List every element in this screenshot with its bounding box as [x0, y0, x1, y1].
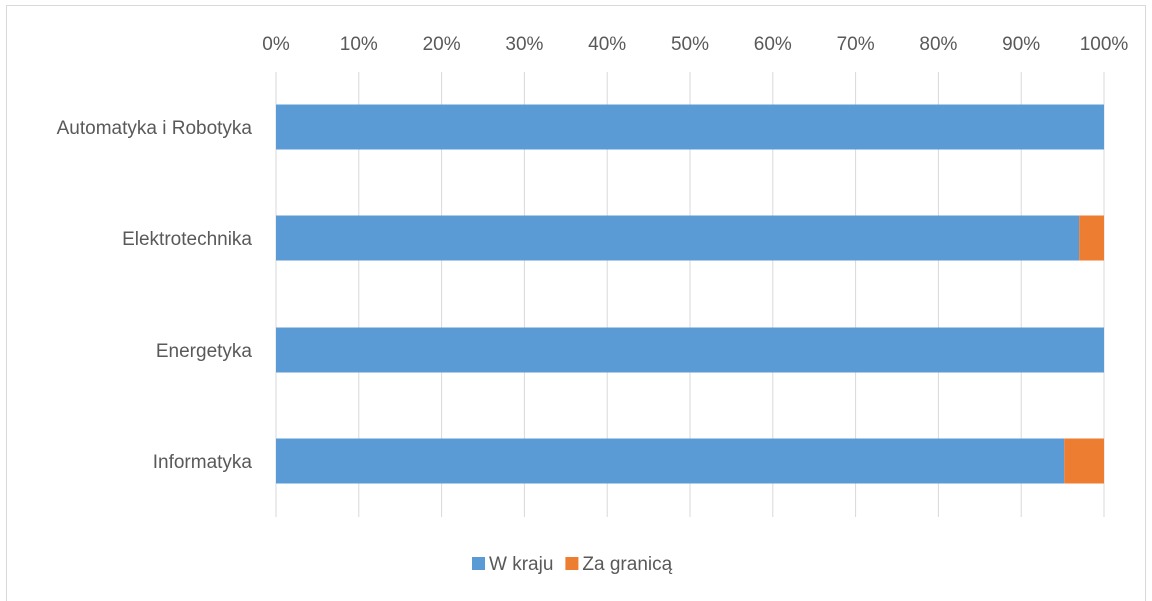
x-tick-label: 60% [754, 34, 792, 55]
x-tick-label: 100% [1080, 34, 1129, 55]
x-axis-tick-labels: 0% 10% 20% 30% 40% 50% 60% 70% 80% 90% 100% [262, 34, 1128, 55]
chart-frame [6, 5, 1146, 601]
bar-segment [1079, 215, 1104, 261]
x-tick-label: 0% [262, 34, 290, 55]
category-label: Automatyka i Robotyka [57, 118, 253, 139]
bar-segment [276, 438, 1065, 484]
x-tick-label: 50% [671, 34, 709, 55]
x-tick-label: 80% [919, 34, 957, 55]
bar-segment [276, 215, 1080, 261]
x-tick-label: 40% [588, 34, 626, 55]
x-tick-label: 30% [505, 34, 543, 55]
x-tick-label: 70% [837, 34, 875, 55]
bar-segment [1064, 438, 1104, 484]
bar-segment [276, 104, 1104, 150]
x-tick-label: 90% [1002, 34, 1040, 55]
category-label: Energetyka [156, 341, 253, 362]
x-tick-label: 20% [423, 34, 461, 55]
legend-label: Za granicą [582, 554, 672, 575]
legend: W kraju Za granicą [472, 554, 673, 575]
bars [276, 104, 1104, 484]
legend-swatch [565, 557, 579, 570]
legend-swatch [472, 557, 485, 570]
legend-label: W kraju [489, 554, 553, 575]
category-label: Informatyka [153, 452, 253, 473]
x-tick-label: 10% [340, 34, 378, 55]
category-label: Elektrotechnika [122, 229, 252, 250]
category-labels: Automatyka i Robotyka Elektrotechnika Ener… [57, 118, 253, 473]
bar-segment [276, 327, 1104, 373]
